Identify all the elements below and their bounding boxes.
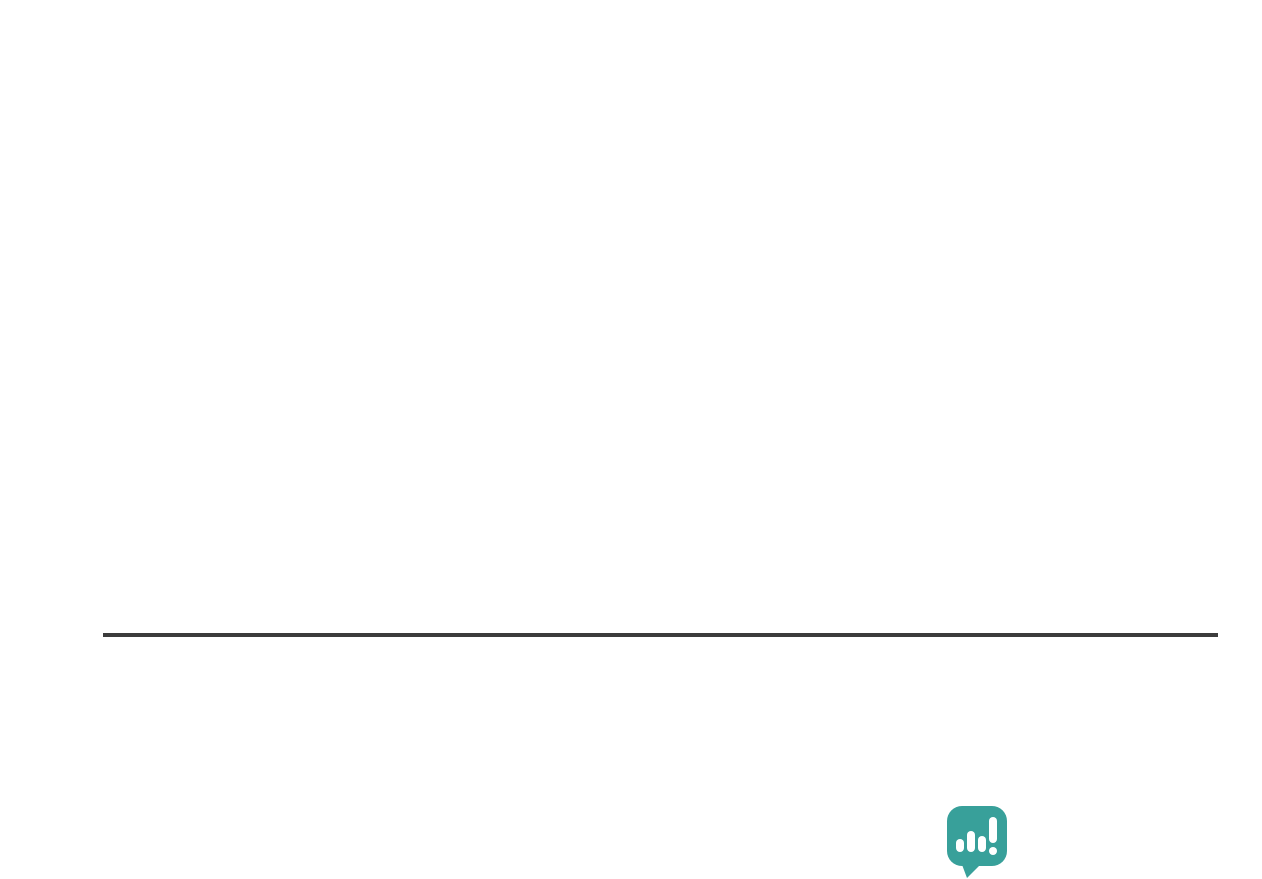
newsworthy-speech-bubble-chart-icon — [947, 806, 1007, 866]
x-axis-line — [103, 633, 1218, 637]
newsworthy-logo — [947, 805, 1262, 879]
speech-bubble-tail — [961, 862, 983, 878]
